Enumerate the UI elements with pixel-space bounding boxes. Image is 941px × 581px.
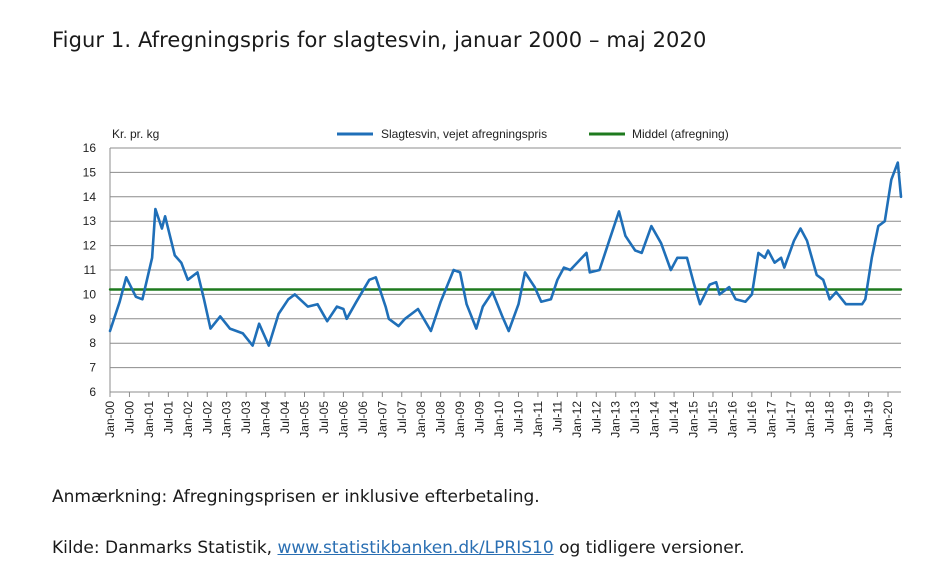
x-tick-label: Jan-10	[492, 401, 506, 438]
source-prefix: Kilde: Danmarks Statistik,	[52, 538, 278, 558]
x-tick-label: Jan-00	[103, 401, 117, 438]
x-tick-label: Jul-09	[473, 401, 487, 434]
x-tick-label: Jul-16	[745, 401, 759, 434]
x-tick-label: Jul-14	[667, 401, 681, 434]
y-tick-label: 10	[83, 287, 97, 301]
x-tick-label: Jan-16	[725, 401, 739, 438]
y-tick-label: 6	[89, 385, 96, 399]
source-suffix: og tidligere versioner.	[553, 538, 745, 558]
x-tick-label: Jul-04	[278, 401, 292, 434]
x-tick-label: Jul-03	[239, 401, 253, 434]
x-tick-label: Jan-13	[609, 401, 623, 438]
source-line: Kilde: Danmarks Statistik, www.statistik…	[52, 538, 745, 558]
x-tick-label: Jan-03	[220, 401, 234, 438]
x-tick-label: Jul-02	[200, 401, 214, 434]
x-tick-label: Jan-18	[803, 401, 817, 438]
line-chart: 6 7 8 9 10 11 12 13 14 15 16 Jan-00 Jul-00 Jan-01 Jul…	[83, 127, 903, 438]
source-link[interactable]: www.statistikbanken.dk/LPRIS10	[277, 538, 554, 558]
x-tick-label: Jul-15	[706, 401, 720, 434]
y-tick-label: 11	[84, 263, 97, 277]
y-tick-label: 12	[83, 239, 97, 253]
legend-label-middel: Middel (afregning)	[632, 127, 729, 141]
y-tick-label: 7	[89, 361, 96, 375]
x-tick-label: Jan-04	[259, 401, 273, 438]
x-tick-label: Jan-12	[570, 401, 584, 438]
x-tick-label: Jan-15	[687, 401, 701, 438]
x-axis: Jan-00 Jul-00 Jan-01 Jul-01 Jan-02 Jul-02 Jan-…	[103, 392, 895, 438]
x-tick-label: Jul-07	[395, 401, 409, 434]
x-tick-label: Jul-06	[356, 401, 370, 434]
y-tick-label: 14	[83, 190, 97, 204]
y-axis-label: Kr. pr. kg	[112, 127, 159, 141]
y-tick-label: 13	[83, 214, 97, 228]
x-tick-label: Jul-13	[628, 401, 642, 434]
x-tick-label: Jan-14	[648, 401, 662, 438]
y-tick-label: 9	[89, 312, 96, 326]
y-tick-label: 8	[89, 336, 96, 350]
x-tick-label: Jan-02	[181, 401, 195, 438]
chart-legend: Slagtesvin, vejet afregningspris Middel …	[337, 127, 729, 141]
chart-series	[108, 161, 903, 347]
x-tick-label: Jan-11	[531, 401, 545, 437]
chart-grid	[110, 147, 901, 393]
legend-label-slagtesvin: Slagtesvin, vejet afregningspris	[381, 127, 547, 141]
y-tick-label: 16	[83, 141, 97, 155]
x-tick-label: Jul-11	[550, 401, 564, 433]
x-tick-label: Jul-18	[823, 401, 837, 434]
x-tick-label: Jul-19	[862, 401, 876, 434]
x-tick-label: Jan-09	[453, 401, 467, 438]
x-tick-label: Jan-08	[414, 401, 428, 438]
x-tick-label: Jan-19	[842, 401, 856, 438]
figure-title: Figur 1. Afregningspris for slagtesvin, …	[52, 28, 707, 52]
x-tick-label: Jul-01	[161, 401, 175, 434]
series-slagtesvin-line	[108, 161, 903, 347]
footnote: Anmærkning: Afregningsprisen er inklusiv…	[52, 487, 540, 507]
x-tick-label: Jul-05	[317, 401, 331, 434]
x-tick-label: Jan-05	[298, 401, 312, 438]
x-tick-label: Jan-07	[375, 401, 389, 438]
y-axis: 6 7 8 9 10 11 12 13 14 15 16	[83, 141, 111, 399]
x-tick-label: Jan-20	[881, 401, 895, 438]
x-tick-label: Jul-08	[434, 401, 448, 434]
x-tick-label: Jan-01	[142, 401, 156, 438]
x-tick-label: Jan-06	[336, 401, 350, 438]
y-tick-label: 15	[83, 165, 97, 179]
x-tick-label: Jul-00	[122, 401, 136, 434]
x-tick-label: Jul-10	[511, 401, 525, 434]
x-tick-label: Jul-12	[589, 401, 603, 434]
x-tick-label: Jul-17	[784, 401, 798, 434]
x-tick-label: Jan-17	[764, 401, 778, 438]
